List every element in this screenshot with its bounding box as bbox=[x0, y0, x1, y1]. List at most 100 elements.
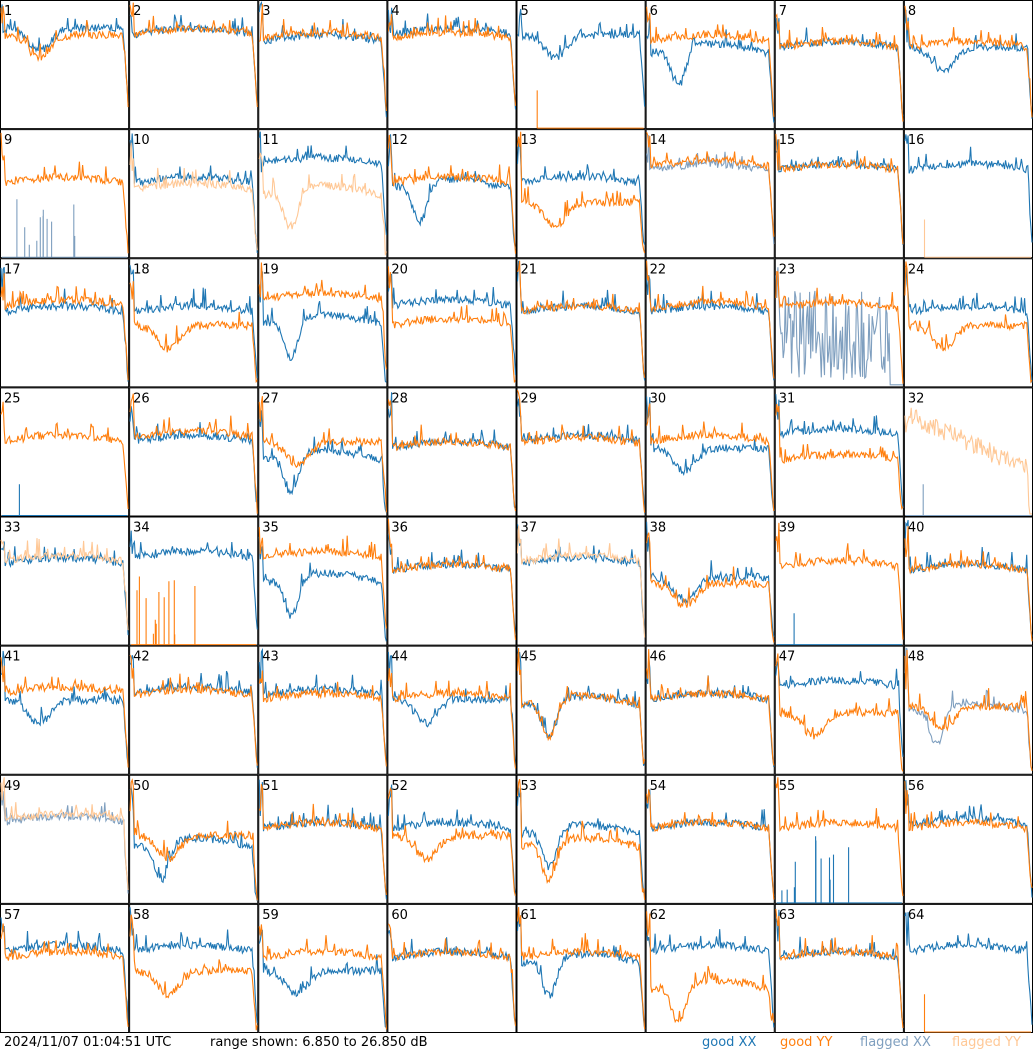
series-xx-line bbox=[646, 789, 775, 896]
panel-label: 24 bbox=[908, 262, 925, 277]
panel-frame bbox=[645, 645, 775, 775]
panel-frame bbox=[0, 387, 130, 517]
series-xx-line bbox=[0, 791, 129, 894]
series-yy-line bbox=[258, 527, 387, 629]
panel-label: 47 bbox=[779, 650, 796, 665]
panel-16: 16 bbox=[903, 129, 1033, 259]
series-xx-line bbox=[646, 12, 775, 123]
panel-label: 57 bbox=[4, 908, 21, 923]
panel-frame bbox=[258, 516, 388, 646]
panel-47: 47 bbox=[774, 645, 904, 775]
panel-label: 14 bbox=[650, 133, 667, 148]
panel-45: 45 bbox=[516, 645, 646, 775]
series-yy-line bbox=[258, 262, 387, 370]
panel-30: 30 bbox=[645, 387, 775, 517]
panel-frame bbox=[129, 903, 259, 1033]
panel-frame bbox=[516, 129, 646, 259]
series-xx-line bbox=[516, 912, 646, 1029]
series-xx-line bbox=[905, 484, 1031, 517]
panel-label: 64 bbox=[908, 908, 925, 923]
panel-label: 43 bbox=[262, 650, 279, 665]
panel-frame bbox=[129, 0, 259, 130]
panel-frame bbox=[0, 516, 130, 646]
panel-frame bbox=[903, 258, 1033, 388]
panel-label: 6 bbox=[650, 4, 658, 19]
panel-frame bbox=[258, 258, 388, 388]
panel-20: 20 bbox=[387, 258, 517, 388]
series-yy-line bbox=[0, 6, 129, 108]
panel-34: 34 bbox=[129, 516, 259, 646]
series-xx-line bbox=[775, 660, 904, 757]
panel-8: 8 bbox=[903, 0, 1033, 130]
range-shown: range shown: 6.850 to 26.850 dB bbox=[210, 1035, 428, 1050]
panel-3: 3 bbox=[258, 0, 388, 130]
panel-11: 11 bbox=[258, 129, 388, 259]
series-xx-line bbox=[258, 536, 387, 642]
series-yy-line bbox=[387, 519, 517, 641]
panel-label: 33 bbox=[4, 521, 21, 536]
panel-44: 44 bbox=[387, 645, 517, 775]
panel-frame bbox=[258, 0, 388, 130]
legend-good-xx: good XX bbox=[702, 1035, 757, 1050]
panel-24: 24 bbox=[903, 258, 1033, 388]
panel-49: 49 bbox=[0, 774, 130, 904]
series-yy-line bbox=[516, 131, 646, 254]
series-yy-line bbox=[258, 670, 387, 767]
panel-label: 31 bbox=[779, 391, 796, 406]
panel-14: 14 bbox=[645, 129, 775, 259]
panel-label: 1 bbox=[4, 4, 12, 19]
series-xx-line bbox=[0, 266, 129, 382]
panel-frame bbox=[258, 774, 388, 904]
series-yy-line bbox=[516, 389, 646, 513]
panel-label: 13 bbox=[521, 133, 538, 148]
panel-40: 40 bbox=[903, 516, 1033, 646]
panel-28: 28 bbox=[387, 387, 517, 517]
panel-1: 1 bbox=[0, 0, 130, 130]
panel-25: 25 bbox=[0, 387, 130, 517]
series-xx-line bbox=[516, 787, 645, 894]
panel-frame bbox=[258, 387, 388, 517]
panel-label: 46 bbox=[650, 650, 667, 665]
series-yy-line bbox=[923, 219, 1031, 258]
panel-label: 22 bbox=[650, 262, 667, 277]
panel-frame bbox=[258, 645, 388, 775]
panel-64: 64 bbox=[903, 903, 1033, 1033]
footer: 2024/11/07 01:04:51 UTC range shown: 6.8… bbox=[0, 1033, 1033, 1053]
series-yy-line bbox=[129, 914, 258, 1031]
series-yy-line bbox=[0, 273, 129, 381]
panel-38: 38 bbox=[645, 516, 775, 646]
panel-4: 4 bbox=[387, 0, 517, 130]
panel-label: 20 bbox=[391, 262, 408, 277]
panel-frame bbox=[645, 0, 775, 130]
series-xx-line bbox=[776, 613, 902, 646]
series-yy-line bbox=[646, 132, 775, 237]
series-yy-line bbox=[646, 260, 775, 379]
panel-label: 45 bbox=[521, 650, 538, 665]
series-xx-line bbox=[516, 524, 646, 636]
panel-6: 6 bbox=[645, 0, 775, 130]
panel-label: 44 bbox=[391, 650, 408, 665]
legend-good-yy: good YY bbox=[780, 1035, 833, 1050]
panel-frame bbox=[516, 0, 646, 130]
panel-label: 58 bbox=[133, 908, 150, 923]
series-yy-line bbox=[775, 403, 904, 510]
series-yy-line bbox=[775, 653, 904, 772]
panel-33: 33 bbox=[0, 516, 130, 646]
series-yy-line bbox=[129, 654, 258, 766]
panel-frame bbox=[387, 129, 517, 259]
series-yy-line bbox=[904, 649, 1033, 771]
series-yy-line bbox=[646, 649, 775, 766]
panel-frame bbox=[903, 129, 1033, 259]
series-yy-line bbox=[258, 3, 387, 112]
series-xx-line bbox=[258, 779, 387, 900]
series-yy-line bbox=[904, 781, 1033, 889]
panel-5: 5 bbox=[516, 0, 646, 130]
panel-label: 35 bbox=[262, 521, 279, 536]
panel-frame bbox=[903, 0, 1033, 130]
series-xx-line bbox=[2, 484, 128, 517]
panel-53: 53 bbox=[516, 774, 646, 904]
panel-26: 26 bbox=[129, 387, 259, 517]
panel-frame bbox=[129, 516, 259, 646]
series-yy-line bbox=[387, 266, 516, 384]
panel-label: 10 bbox=[133, 133, 150, 148]
